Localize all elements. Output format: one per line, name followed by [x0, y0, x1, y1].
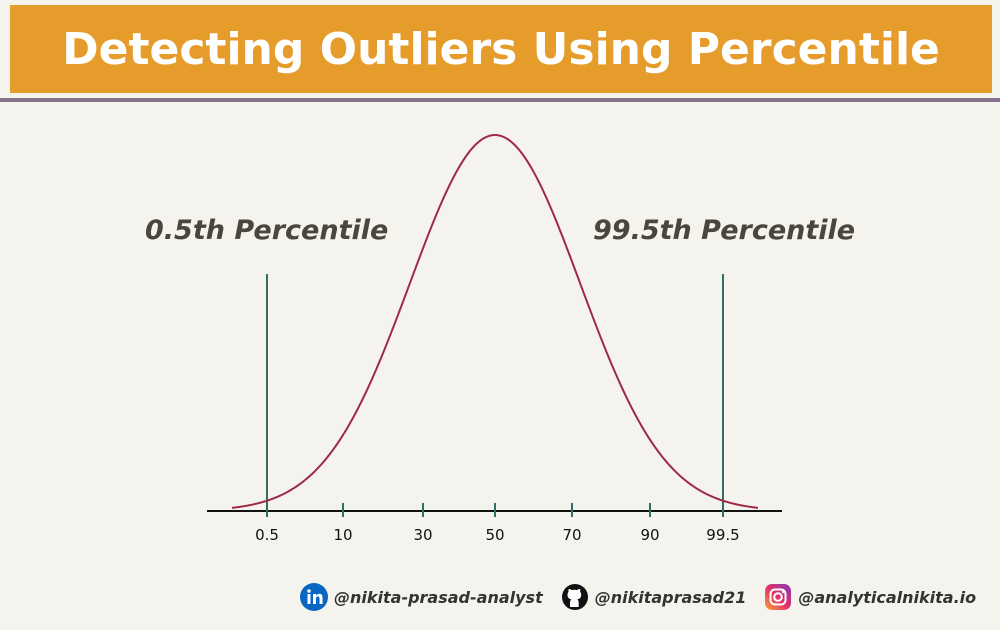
divider [0, 98, 1000, 102]
normal-curve [231, 134, 759, 509]
github-link[interactable]: @nikitaprasad21 [561, 583, 747, 611]
upper-percentile-label: 99.5th Percentile [593, 215, 856, 246]
linkedin-link[interactable]: @nikita-prasad-analyst [300, 583, 543, 611]
instagram-link[interactable]: @analyticalnikita.io [764, 583, 976, 611]
lower-percentile-label: 0.5th Percentile [145, 215, 389, 246]
title-banner: Detecting Outliers Using Percentile [10, 5, 992, 93]
x-tick-label: 50 [485, 526, 504, 544]
github-handle: @nikitaprasad21 [594, 587, 747, 607]
social-links: @nikita-prasad-analyst @nikitaprasad21 @… [300, 580, 990, 614]
github-icon [561, 584, 588, 610]
instagram-icon [765, 584, 792, 610]
x-tick-label: 70 [562, 526, 581, 544]
linkedin-icon [300, 583, 328, 611]
x-tick-label: 30 [413, 526, 432, 544]
linkedin-handle: @nikita-prasad-analyst [334, 587, 543, 607]
page-title: Detecting Outliers Using Percentile [62, 23, 940, 75]
instagram-handle: @analyticalnikita.io [798, 587, 977, 607]
x-ticks: 0.5 10 30 50 70 90 99.5 [255, 503, 740, 544]
x-tick-label: 90 [640, 526, 659, 544]
x-tick-label: 99.5 [706, 526, 739, 544]
x-tick-label: 0.5 [255, 526, 279, 544]
x-tick-label: 10 [333, 526, 352, 544]
